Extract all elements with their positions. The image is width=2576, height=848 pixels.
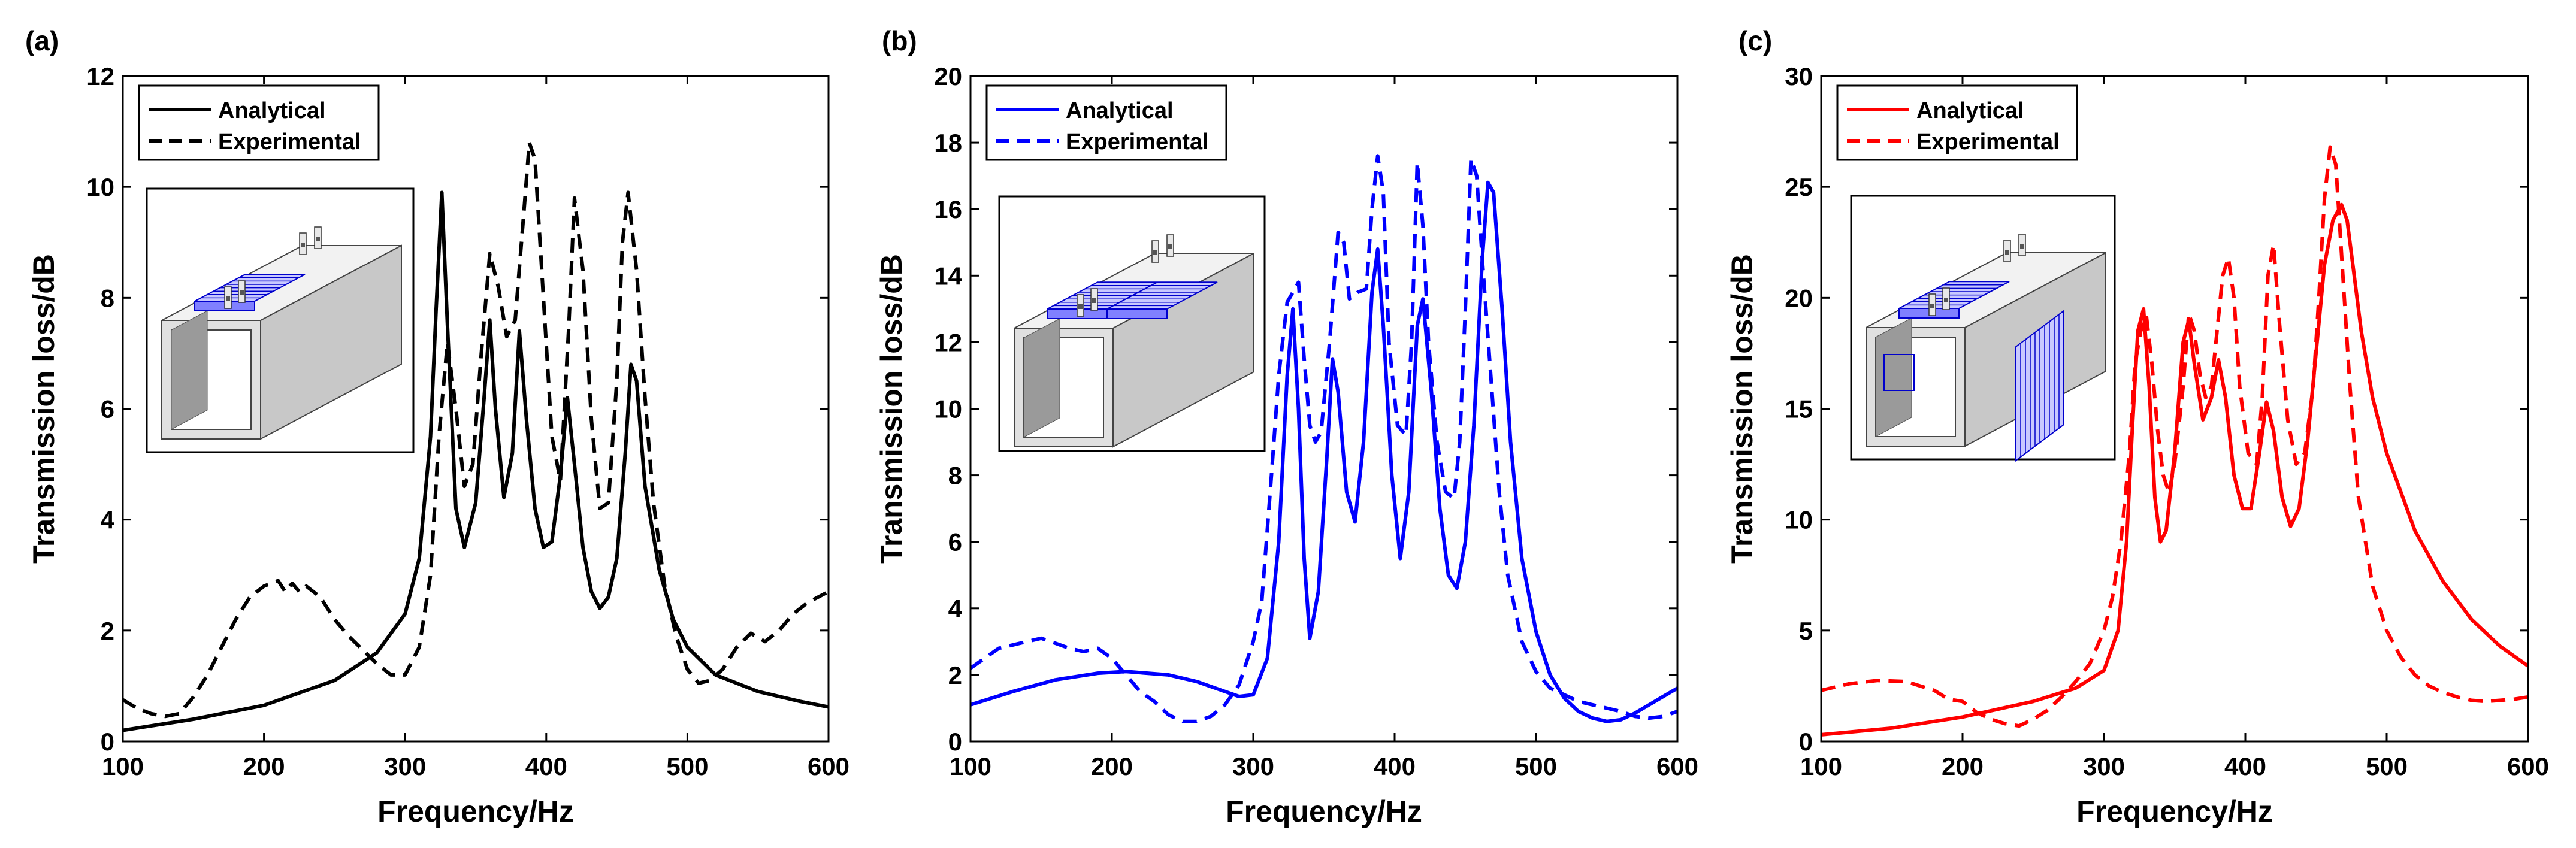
y-tick-label: 8 bbox=[948, 462, 962, 490]
microphone-band bbox=[1930, 304, 1934, 308]
y-tick-label: 12 bbox=[934, 328, 962, 356]
microphone-band bbox=[2005, 250, 2009, 255]
y-tick-label: 12 bbox=[86, 62, 114, 90]
y-tick-label: 4 bbox=[101, 506, 115, 534]
panel-label: (a) bbox=[25, 25, 59, 56]
legend-label-experimental: Experimental bbox=[1916, 129, 2060, 155]
microphone-band bbox=[316, 237, 320, 241]
x-tick-label: 300 bbox=[2083, 752, 2125, 780]
microphone-band bbox=[301, 243, 305, 247]
legend-label-analytical: Analytical bbox=[1916, 98, 2024, 123]
x-tick-label: 300 bbox=[1232, 752, 1274, 780]
y-tick-label: 20 bbox=[934, 62, 962, 90]
y-tick-label: 6 bbox=[948, 528, 962, 556]
microphone-band bbox=[1078, 304, 1083, 309]
chart-panel-2: (b) 100 200 300 400 500 600 0 2 4 6 8 10 12 14 16 18 20 Fr… bbox=[875, 25, 1698, 828]
legend: Analytical Experimental bbox=[1836, 84, 2078, 161]
x-tick-label: 400 bbox=[1374, 752, 1416, 780]
legend: Analytical Experimental bbox=[138, 84, 380, 161]
legend-label-experimental: Experimental bbox=[218, 129, 361, 155]
y-tick-label: 30 bbox=[1785, 62, 1813, 90]
microphone-band bbox=[1092, 298, 1096, 303]
y-tick-label: 20 bbox=[1785, 284, 1813, 312]
inset-duct-drawing bbox=[1850, 195, 2116, 462]
x-axis-label: Frequency/Hz bbox=[1226, 795, 1422, 828]
legend-label-analytical: Analytical bbox=[1066, 98, 1174, 123]
y-tick-label: 6 bbox=[101, 395, 114, 423]
legend-label-experimental: Experimental bbox=[1066, 129, 1209, 155]
x-tick-label: 500 bbox=[2366, 752, 2408, 780]
x-tick-label: 100 bbox=[950, 752, 991, 780]
microphone-band bbox=[1168, 244, 1172, 249]
x-tick-label: 400 bbox=[525, 752, 567, 780]
y-tick-label: 14 bbox=[934, 262, 962, 290]
inset-duct-drawing bbox=[146, 187, 415, 453]
resonator-edge bbox=[1106, 308, 1168, 319]
legend: Analytical Experimental bbox=[985, 84, 1227, 161]
series-line-experimental bbox=[123, 141, 829, 719]
series-line-analytical bbox=[123, 190, 829, 732]
legend-label-analytical: Analytical bbox=[218, 98, 326, 123]
inner-resonator bbox=[1883, 354, 1915, 391]
chart-panel-3: (c) 100 200 300 400 500 600 0 5 10 15 20 25 30 Frequen… bbox=[1725, 25, 2549, 828]
x-tick-label: 200 bbox=[1942, 752, 1984, 780]
y-axis-label: Transmission loss/dB bbox=[27, 254, 61, 564]
y-tick-label: 15 bbox=[1785, 395, 1813, 423]
chart-panel-1: (a) 100 200 300 400 500 600 0 2 4 6 8 10 12 Frequency/… bbox=[25, 25, 849, 828]
x-tick-label: 600 bbox=[808, 752, 849, 780]
microphone-band bbox=[240, 290, 244, 295]
series-line-experimental bbox=[970, 154, 1677, 723]
x-tick-label: 500 bbox=[666, 752, 708, 780]
y-tick-label: 0 bbox=[1799, 728, 1813, 756]
legend-box bbox=[985, 84, 1227, 161]
inset-duct-drawing bbox=[998, 195, 1266, 452]
microphone-band bbox=[2020, 244, 2024, 249]
duct-inner-wall bbox=[1023, 318, 1060, 438]
y-tick-label: 10 bbox=[1785, 506, 1813, 534]
duct-inner-wall bbox=[1875, 317, 1912, 437]
y-tick-label: 5 bbox=[1799, 617, 1813, 645]
series-line-analytical bbox=[1821, 202, 2528, 737]
duct-inner-wall bbox=[171, 310, 208, 430]
x-tick-label: 600 bbox=[2507, 752, 2549, 780]
y-tick-label: 10 bbox=[934, 395, 962, 423]
x-tick-label: 600 bbox=[1656, 752, 1698, 780]
y-tick-label: 2 bbox=[948, 661, 962, 689]
y-axis-label: Transmission loss/dB bbox=[875, 254, 908, 564]
x-axis-label: Frequency/Hz bbox=[377, 795, 574, 828]
microphone-band bbox=[1153, 250, 1157, 255]
y-tick-label: 8 bbox=[101, 284, 114, 312]
x-axis-label: Frequency/Hz bbox=[2076, 795, 2273, 828]
y-tick-label: 4 bbox=[948, 595, 963, 623]
y-tick-label: 0 bbox=[101, 728, 114, 756]
x-tick-label: 200 bbox=[1091, 752, 1133, 780]
x-tick-label: 300 bbox=[384, 752, 426, 780]
y-tick-label: 2 bbox=[101, 617, 114, 645]
legend-box bbox=[1836, 84, 2078, 161]
legend-box bbox=[138, 84, 380, 161]
x-tick-label: 100 bbox=[102, 752, 144, 780]
panel-label: (c) bbox=[1739, 25, 1772, 56]
y-tick-label: 25 bbox=[1785, 173, 1813, 201]
y-tick-label: 16 bbox=[934, 195, 962, 223]
series-line-analytical bbox=[970, 180, 1677, 723]
microphone-band bbox=[226, 296, 230, 301]
x-tick-label: 200 bbox=[243, 752, 285, 780]
x-tick-label: 100 bbox=[1800, 752, 1842, 780]
y-tick-label: 18 bbox=[934, 129, 962, 157]
series-line-experimental bbox=[1821, 145, 2528, 728]
panel-label: (b) bbox=[882, 25, 917, 56]
x-tick-label: 400 bbox=[2224, 752, 2266, 780]
x-tick-label: 500 bbox=[1515, 752, 1557, 780]
microphone-band bbox=[1944, 298, 1948, 302]
y-axis-label: Transmission loss/dB bbox=[1725, 254, 1759, 564]
y-tick-label: 0 bbox=[948, 728, 962, 756]
y-tick-label: 10 bbox=[86, 173, 114, 201]
